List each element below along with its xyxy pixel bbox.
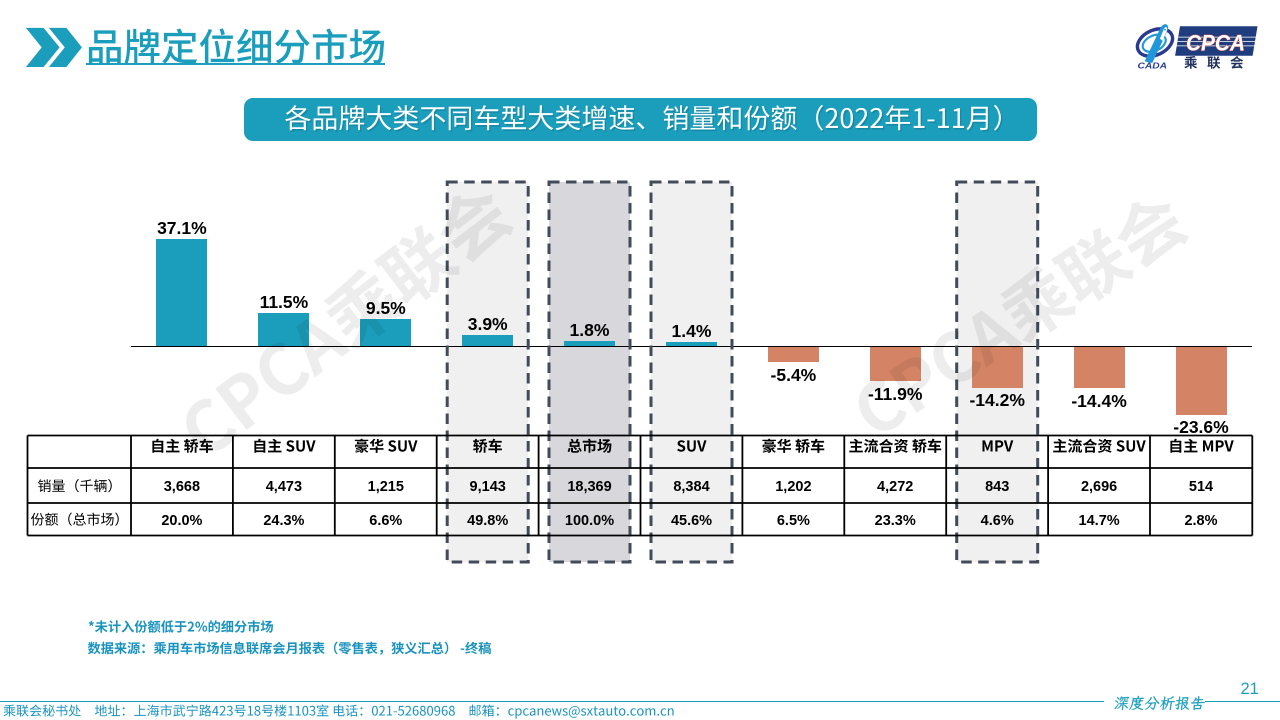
svg-text:CADA: CADA (1138, 61, 1168, 71)
svg-text:CPCA: CPCA (1186, 30, 1245, 55)
